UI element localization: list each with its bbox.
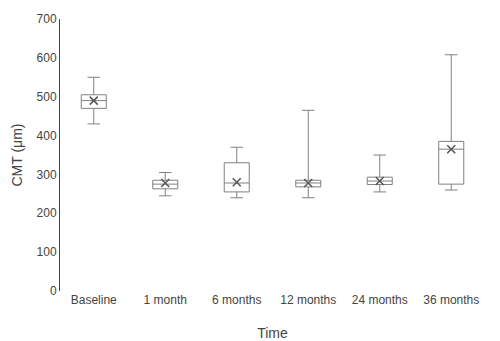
svg-text:0: 0	[50, 284, 57, 298]
svg-text:600: 600	[37, 51, 57, 65]
svg-text:300: 300	[37, 168, 57, 182]
svg-text:CMT (μm): CMT (μm)	[9, 123, 25, 186]
svg-text:500: 500	[37, 90, 57, 104]
svg-text:6 months: 6 months	[212, 293, 261, 307]
svg-text:1 month: 1 month	[144, 293, 187, 307]
svg-text:12 months: 12 months	[280, 293, 336, 307]
svg-text:100: 100	[37, 245, 57, 259]
svg-text:400: 400	[37, 129, 57, 143]
svg-text:200: 200	[37, 206, 57, 220]
svg-text:Baseline: Baseline	[71, 293, 117, 307]
svg-text:24 months: 24 months	[352, 293, 408, 307]
svg-text:Time: Time	[257, 325, 288, 341]
svg-text:700: 700	[37, 12, 57, 26]
svg-text:36 months: 36 months	[423, 293, 479, 307]
